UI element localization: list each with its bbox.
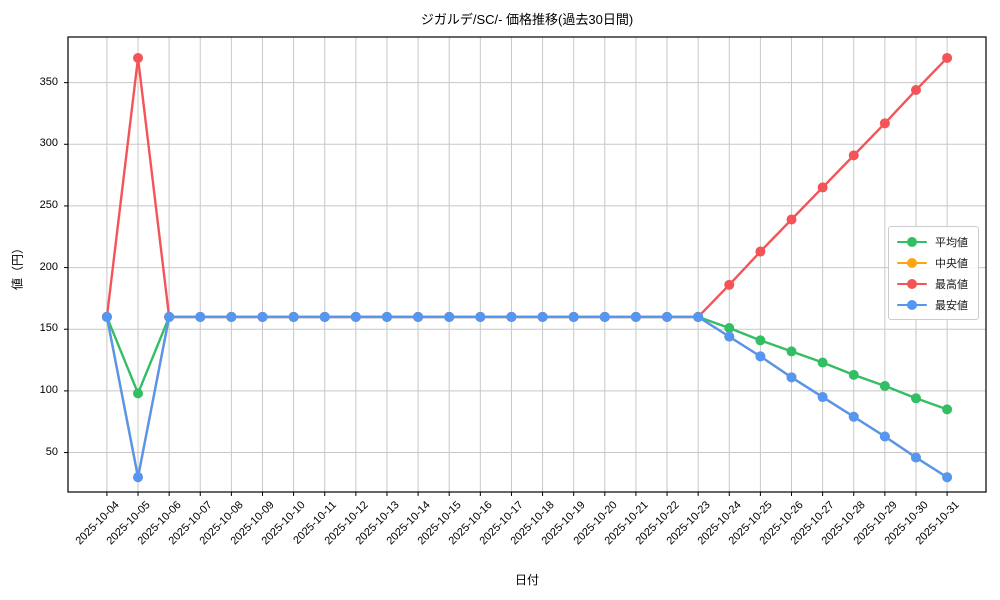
data-point-marker [475, 311, 486, 322]
series-line-lowest [105, 315, 949, 479]
data-point-marker [164, 311, 175, 322]
data-point-marker [537, 311, 548, 322]
data-point-marker [848, 411, 859, 422]
y-tick-label: 250 [39, 198, 58, 211]
legend-item-median: 中央値 [897, 252, 968, 273]
data-point-marker [724, 279, 735, 290]
legend-line-icon-median [897, 257, 927, 268]
data-point-marker [319, 311, 330, 322]
data-point-marker [786, 372, 797, 383]
legend-item-average: 平均値 [897, 231, 968, 252]
chart-title: ジガルデ/SC/- 価格推移(過去30日間) [420, 12, 634, 27]
legend: 平均値中央値最高値最安値 [888, 226, 979, 320]
data-point-marker [942, 472, 953, 483]
data-point-marker [848, 150, 859, 161]
y-tick-label: 150 [39, 322, 58, 335]
data-point-marker [910, 393, 921, 404]
data-point-marker [817, 182, 828, 193]
y-tick-label: 200 [39, 260, 58, 273]
legend-line-icon-lowest [897, 299, 927, 310]
data-point-marker [568, 311, 579, 322]
data-point-marker [817, 357, 828, 368]
legend-label-median: 中央値 [935, 257, 968, 270]
series-lowest [101, 311, 953, 483]
data-point-marker [350, 311, 361, 322]
data-point-marker [630, 311, 641, 322]
y-tick-label: 50 [45, 445, 58, 458]
data-point-marker [381, 311, 392, 322]
legend-line-icon-average [897, 236, 927, 247]
data-point-marker [133, 472, 144, 483]
y-tick-label: 100 [39, 383, 58, 396]
legend-label-average: 平均値 [935, 236, 968, 249]
data-point-marker [942, 404, 953, 415]
data-point-marker [724, 331, 735, 342]
legend-item-highest: 最高値 [897, 273, 968, 294]
data-point-marker [724, 323, 735, 334]
data-point-marker [195, 311, 206, 322]
legend-line-icon-highest [897, 278, 927, 289]
legend-label-lowest: 最安値 [935, 299, 968, 312]
data-point-marker [942, 52, 953, 63]
legend-item-lowest: 最安値 [897, 294, 968, 315]
data-point-marker [413, 311, 424, 322]
legend-label-highest: 最高値 [935, 278, 968, 291]
y-tick-label: 300 [39, 137, 58, 150]
data-point-marker [879, 431, 890, 442]
data-point-marker [693, 311, 704, 322]
data-point-marker [879, 380, 890, 391]
y-tick-label: 350 [39, 75, 58, 88]
data-point-marker [101, 311, 112, 322]
data-point-marker [910, 452, 921, 463]
data-point-marker [848, 369, 859, 380]
data-point-marker [755, 335, 766, 346]
data-point-marker [226, 311, 237, 322]
data-point-marker [506, 311, 517, 322]
data-point-marker [599, 311, 610, 322]
data-point-marker [288, 311, 299, 322]
axes-frame [67, 36, 987, 493]
data-point-marker [817, 392, 828, 403]
data-point-marker [910, 85, 921, 96]
data-point-marker [755, 246, 766, 257]
data-point-marker [133, 52, 144, 63]
data-point-marker [786, 214, 797, 225]
data-point-marker [133, 388, 144, 399]
x-axis-label: 日付 [514, 573, 540, 587]
data-point-marker [257, 311, 268, 322]
series-highest [101, 52, 953, 322]
axis-ticks [64, 82, 948, 496]
gridlines [68, 37, 986, 492]
data-point-marker [755, 351, 766, 362]
data-point-marker [786, 346, 797, 357]
data-point-marker [662, 311, 673, 322]
data-point-marker [444, 311, 455, 322]
data-point-marker [879, 118, 890, 129]
